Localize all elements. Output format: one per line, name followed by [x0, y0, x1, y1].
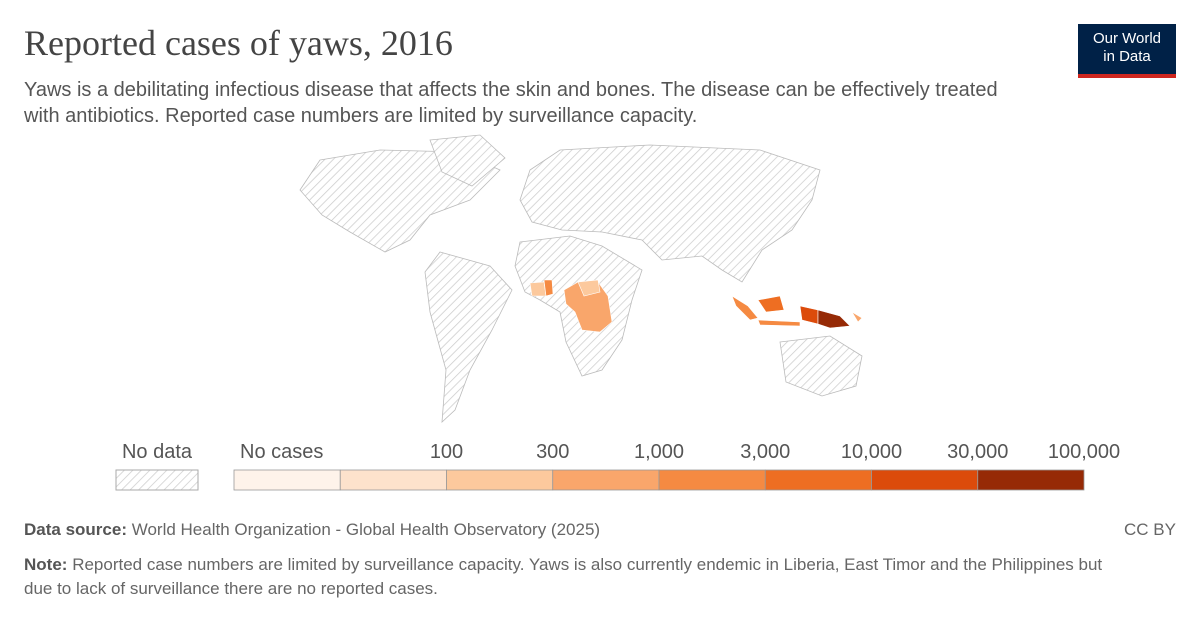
note-label: Note:	[24, 555, 68, 574]
legend-bin	[233, 469, 341, 491]
legend-bin	[658, 469, 766, 491]
legend-label: No data	[122, 441, 193, 463]
license[interactable]: CC BY	[1124, 520, 1176, 539]
legend-label: No cases	[240, 441, 323, 463]
source: Data source: World Health Organization -…	[24, 520, 600, 540]
map: No data No cases 100 300 1,000 3,000 10,000 3…	[115, 134, 1120, 491]
land	[299, 134, 863, 423]
legend-tick-label: 300	[536, 441, 569, 463]
logo-line: Our World	[1092, 30, 1162, 47]
legend-bin	[446, 469, 554, 491]
legend-bin	[552, 469, 660, 491]
source-label: Data source:	[24, 520, 127, 539]
legend-bin	[871, 469, 979, 491]
title: Reported cases of yaws, 2016	[24, 23, 453, 63]
logo-line: in Data	[1103, 48, 1151, 65]
note-text: Reported case numbers are limited by sur…	[24, 555, 1103, 598]
source-text: World Health Organization - Global Healt…	[131, 520, 601, 539]
reported-countries	[529, 279, 863, 333]
legend-tick-label: 3,000	[740, 441, 790, 463]
legend-tick-label: 1,000	[634, 441, 684, 463]
legend-bin	[339, 469, 447, 491]
subtitle: Yaws is a debilitating infectious diseas…	[24, 79, 998, 127]
logo[interactable]: Our World in Data	[1078, 24, 1176, 78]
legend-tick-label: 10,000	[841, 441, 902, 463]
legend-tick-label: 100	[430, 441, 463, 463]
legend-tick-label: 30,000	[947, 441, 1008, 463]
legend-tick-label: 100,000	[1048, 441, 1120, 463]
note: Note: Reported case numbers are limited …	[24, 553, 1124, 601]
no-data-swatch	[115, 469, 199, 491]
legend-bin	[764, 469, 872, 491]
legend-bin	[977, 469, 1085, 491]
